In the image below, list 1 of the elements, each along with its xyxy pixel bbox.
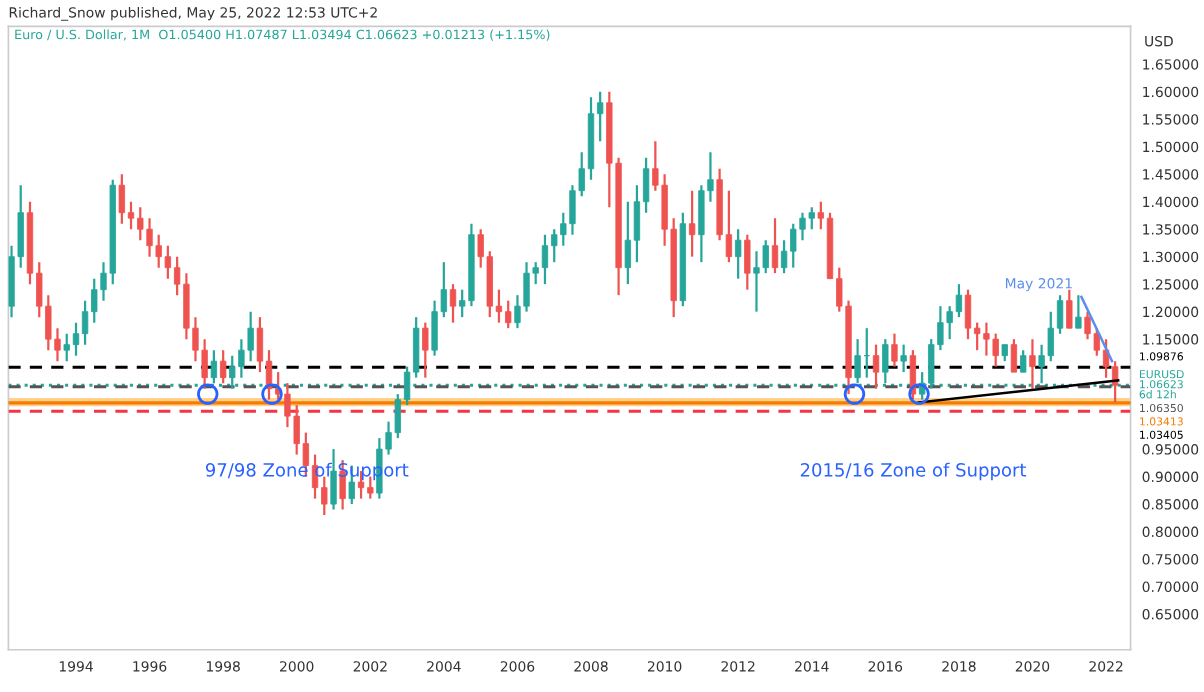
- annotation: 2015/16 Zone of Support: [800, 462, 1027, 481]
